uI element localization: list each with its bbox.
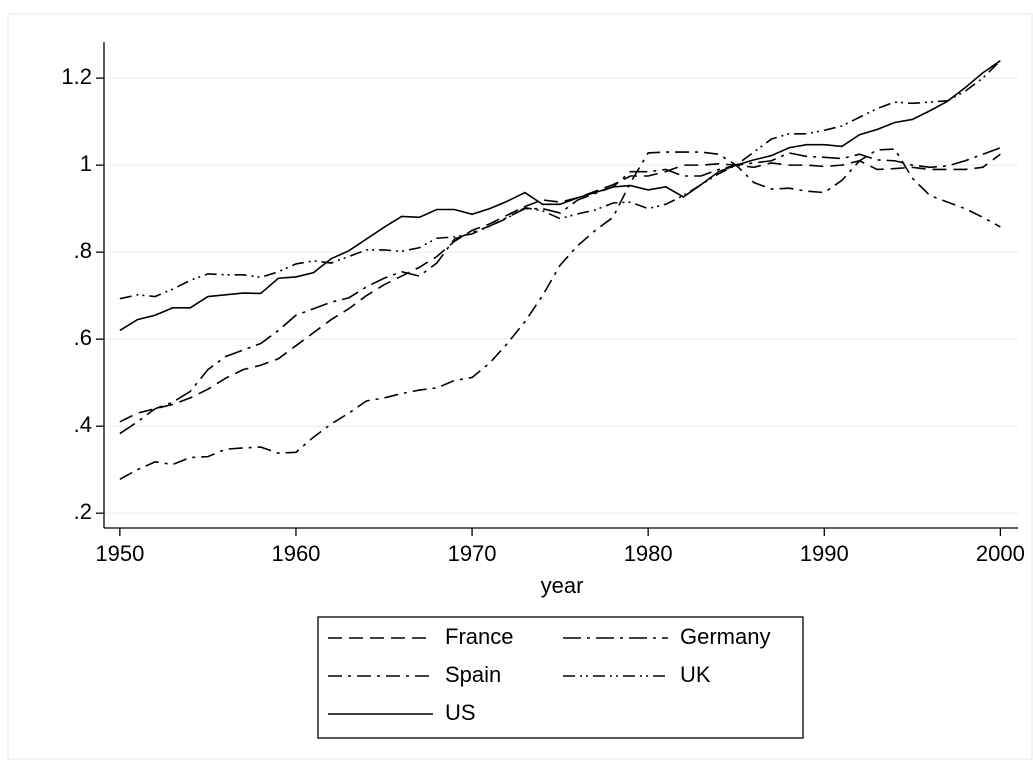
legend-label: US [445,700,476,725]
y-tick-label: .8 [74,238,92,263]
legend-label: UK [680,662,711,687]
x-tick-label: 1990 [800,541,849,566]
legend-label: France [445,624,513,649]
x-tick-label: 2000 [976,541,1025,566]
x-axis-label: year [541,573,584,598]
series-line [119,153,1001,423]
series-line [119,60,1001,332]
x-tick-label: 1960 [271,541,320,566]
x-tick-label: 1970 [448,541,497,566]
y-tick-label: 1.2 [61,64,92,89]
legend-label: Germany [680,624,770,649]
series-line [119,60,1001,300]
x-tick-label: 1950 [95,541,144,566]
series-line [119,146,1001,435]
y-tick-label: .2 [74,499,92,524]
series-line [119,148,1001,480]
x-tick-label: 1980 [624,541,673,566]
y-tick-label: .4 [74,412,92,437]
legend-box [317,616,804,739]
legend-label: Spain [445,662,501,687]
y-tick-label: 1 [80,151,92,176]
y-tick-label: .6 [74,325,92,350]
